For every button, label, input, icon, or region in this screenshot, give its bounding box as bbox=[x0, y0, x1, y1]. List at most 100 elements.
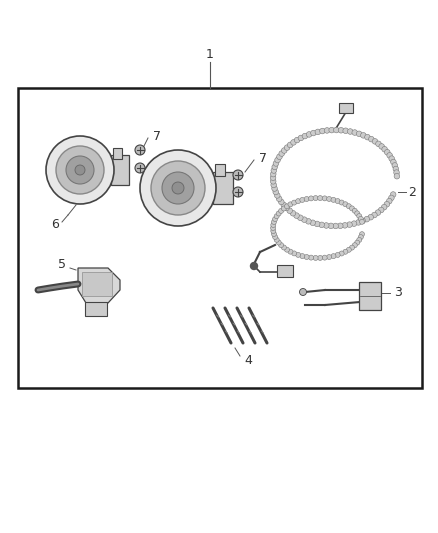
Circle shape bbox=[334, 127, 339, 133]
Circle shape bbox=[306, 132, 312, 137]
Circle shape bbox=[358, 216, 363, 221]
Circle shape bbox=[302, 133, 308, 139]
Circle shape bbox=[350, 245, 354, 250]
Circle shape bbox=[276, 211, 281, 216]
FancyBboxPatch shape bbox=[215, 164, 225, 175]
Circle shape bbox=[352, 243, 357, 248]
Circle shape bbox=[294, 213, 299, 219]
Circle shape bbox=[368, 214, 374, 220]
Circle shape bbox=[272, 216, 278, 222]
FancyBboxPatch shape bbox=[359, 282, 381, 310]
Circle shape bbox=[313, 255, 318, 261]
Text: 2: 2 bbox=[408, 185, 416, 198]
Circle shape bbox=[319, 222, 325, 228]
Circle shape bbox=[288, 249, 293, 254]
Circle shape bbox=[352, 208, 357, 213]
Circle shape bbox=[279, 151, 285, 156]
Circle shape bbox=[287, 208, 293, 214]
Circle shape bbox=[271, 225, 276, 230]
Circle shape bbox=[386, 198, 392, 204]
Circle shape bbox=[364, 216, 370, 222]
Circle shape bbox=[300, 197, 305, 203]
Circle shape bbox=[346, 204, 351, 209]
Circle shape bbox=[172, 182, 184, 194]
Circle shape bbox=[271, 168, 277, 173]
Circle shape bbox=[346, 247, 351, 252]
Circle shape bbox=[382, 147, 388, 152]
Circle shape bbox=[270, 171, 276, 177]
Circle shape bbox=[284, 145, 290, 150]
Circle shape bbox=[343, 249, 348, 254]
Circle shape bbox=[281, 202, 286, 208]
Circle shape bbox=[329, 127, 335, 133]
Circle shape bbox=[375, 210, 381, 215]
Circle shape bbox=[358, 235, 363, 240]
Circle shape bbox=[140, 150, 216, 226]
Circle shape bbox=[355, 240, 360, 245]
Circle shape bbox=[285, 247, 290, 252]
Circle shape bbox=[272, 220, 276, 224]
Circle shape bbox=[301, 217, 307, 222]
Circle shape bbox=[352, 130, 357, 135]
Circle shape bbox=[272, 231, 276, 237]
Circle shape bbox=[360, 232, 364, 237]
Circle shape bbox=[279, 199, 284, 205]
Circle shape bbox=[318, 196, 323, 200]
Circle shape bbox=[327, 197, 332, 201]
Circle shape bbox=[270, 175, 276, 181]
Circle shape bbox=[279, 243, 283, 248]
Circle shape bbox=[393, 166, 399, 172]
FancyBboxPatch shape bbox=[339, 103, 353, 113]
Circle shape bbox=[360, 219, 364, 224]
Circle shape bbox=[270, 179, 276, 184]
Circle shape bbox=[394, 170, 399, 175]
Circle shape bbox=[277, 154, 282, 159]
Circle shape bbox=[56, 146, 104, 194]
Text: 1: 1 bbox=[206, 49, 214, 61]
Circle shape bbox=[135, 163, 145, 173]
Circle shape bbox=[331, 254, 336, 259]
Circle shape bbox=[364, 134, 370, 140]
Circle shape bbox=[296, 252, 300, 257]
Circle shape bbox=[292, 200, 297, 205]
Circle shape bbox=[282, 148, 287, 154]
Circle shape bbox=[272, 164, 278, 169]
Circle shape bbox=[309, 196, 314, 201]
Circle shape bbox=[347, 128, 353, 134]
Circle shape bbox=[335, 253, 340, 257]
FancyBboxPatch shape bbox=[82, 272, 112, 296]
Circle shape bbox=[347, 222, 352, 228]
FancyBboxPatch shape bbox=[277, 265, 293, 277]
Circle shape bbox=[372, 139, 378, 144]
Circle shape bbox=[324, 127, 330, 133]
Circle shape bbox=[273, 189, 279, 195]
Circle shape bbox=[272, 185, 277, 191]
Circle shape bbox=[391, 159, 396, 165]
Circle shape bbox=[328, 223, 334, 229]
Circle shape bbox=[288, 202, 293, 207]
FancyBboxPatch shape bbox=[111, 155, 129, 185]
Circle shape bbox=[314, 221, 320, 227]
Circle shape bbox=[356, 131, 362, 136]
Circle shape bbox=[275, 192, 280, 198]
Circle shape bbox=[360, 133, 366, 138]
Circle shape bbox=[343, 201, 348, 207]
Circle shape bbox=[75, 165, 85, 175]
FancyBboxPatch shape bbox=[85, 302, 107, 316]
Circle shape bbox=[378, 207, 384, 213]
FancyBboxPatch shape bbox=[213, 172, 233, 204]
Text: 6: 6 bbox=[51, 219, 59, 231]
Circle shape bbox=[333, 223, 339, 229]
Circle shape bbox=[297, 215, 303, 221]
Circle shape bbox=[287, 142, 293, 148]
Circle shape bbox=[313, 196, 318, 200]
Circle shape bbox=[304, 197, 309, 201]
Circle shape bbox=[271, 229, 276, 233]
Circle shape bbox=[322, 196, 327, 201]
Circle shape bbox=[322, 255, 327, 260]
Circle shape bbox=[290, 211, 296, 216]
Circle shape bbox=[338, 223, 343, 229]
Circle shape bbox=[251, 262, 258, 270]
Circle shape bbox=[390, 192, 396, 197]
Text: 4: 4 bbox=[244, 353, 252, 367]
